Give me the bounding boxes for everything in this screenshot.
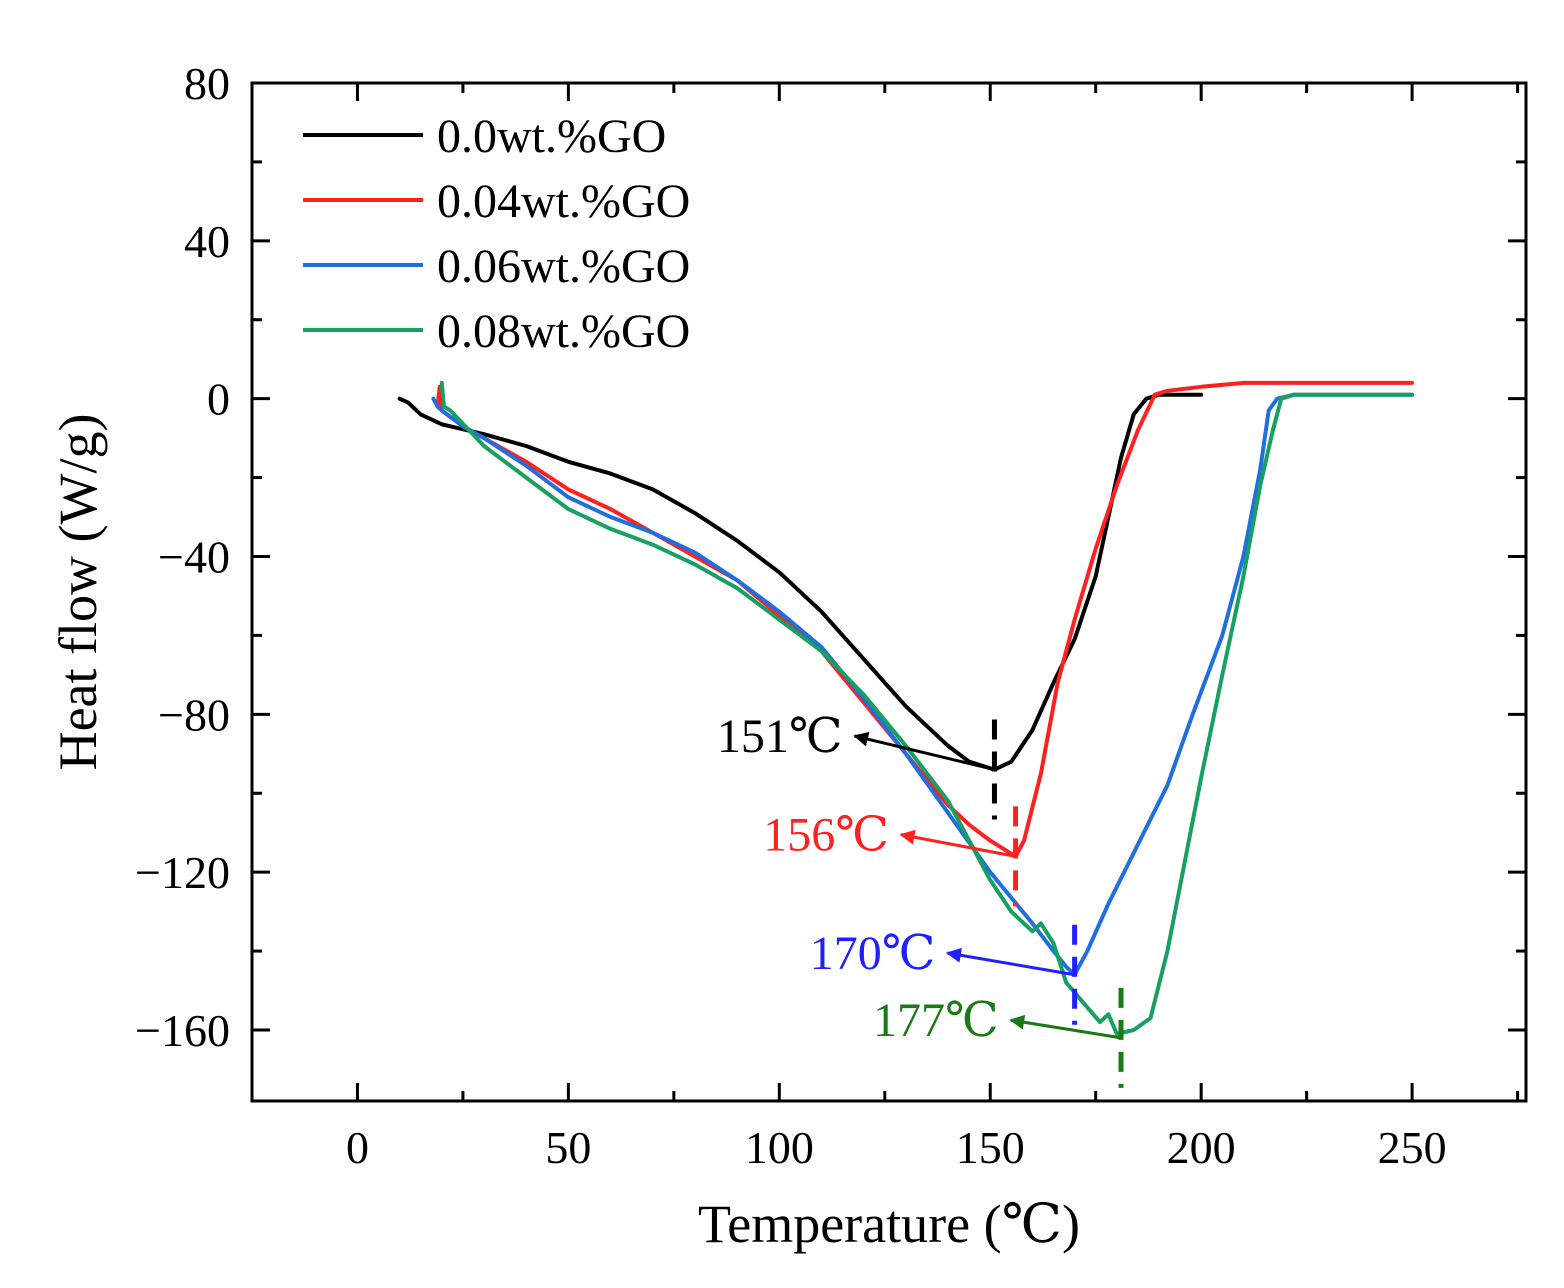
y-tick-label: −80 (158, 689, 230, 740)
y-tick-label: 40 (184, 216, 230, 267)
peak-arrow (1009, 1014, 1122, 1040)
x-tick-label: 150 (956, 1122, 1025, 1173)
peak-label: 156℃ (763, 809, 889, 862)
x-tick-label: 50 (545, 1122, 591, 1173)
y-tick-label: 0 (207, 374, 230, 425)
peak-label: 151℃ (717, 710, 843, 763)
peak-annotations: 151℃ 156℃ 170℃ 177℃ (717, 710, 1124, 1088)
peak-arrow (853, 731, 995, 772)
y-tick-label: −40 (158, 531, 230, 582)
peak-label: 177℃ (873, 994, 999, 1047)
y-tick-label: 80 (184, 58, 230, 109)
y-axis-title: Heat flow (W/g) (48, 414, 108, 771)
series-line-2 (431, 392, 1415, 977)
x-tick-label: 0 (346, 1122, 369, 1173)
y-tick-label: −160 (135, 1005, 230, 1056)
legend: 0.0wt.%GO 0.04wt.%GO 0.06wt.%GO 0.08wt.%GO (303, 110, 690, 358)
x-tick-label: 250 (1378, 1122, 1447, 1173)
legend-label: 0.04wt.%GO (437, 175, 690, 228)
series-line-3 (439, 380, 1415, 1036)
legend-label: 0.0wt.%GO (437, 110, 666, 163)
x-axis-title: Temperature (℃) (698, 1194, 1080, 1254)
legend-label: 0.06wt.%GO (437, 240, 690, 293)
x-tick-label: 200 (1167, 1122, 1236, 1173)
plot-frame (250, 81, 1528, 1103)
peak-label: 170℃ (810, 927, 936, 980)
peak-arrow (945, 947, 1075, 977)
axis-ticks: 0 50 100 150 200 250 80 40 0 −40 −80 −120 −160 (135, 58, 1526, 1173)
series-lines (397, 380, 1415, 1036)
series-line-1 (435, 380, 1415, 859)
legend-label: 0.08wt.%GO (437, 305, 690, 358)
x-tick-label: 100 (745, 1122, 814, 1173)
peak-arrow (899, 829, 1016, 858)
y-tick-label: −120 (135, 847, 230, 898)
